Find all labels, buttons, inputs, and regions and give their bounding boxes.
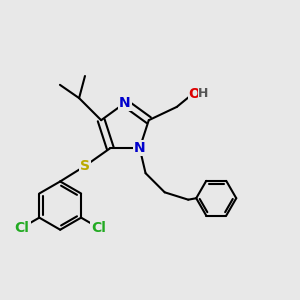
Text: N: N (134, 141, 146, 155)
Text: H: H (198, 87, 208, 100)
Text: N: N (119, 96, 131, 110)
Text: Cl: Cl (14, 221, 29, 235)
Text: O: O (188, 87, 200, 101)
Text: S: S (80, 159, 90, 173)
Text: Cl: Cl (91, 221, 106, 235)
